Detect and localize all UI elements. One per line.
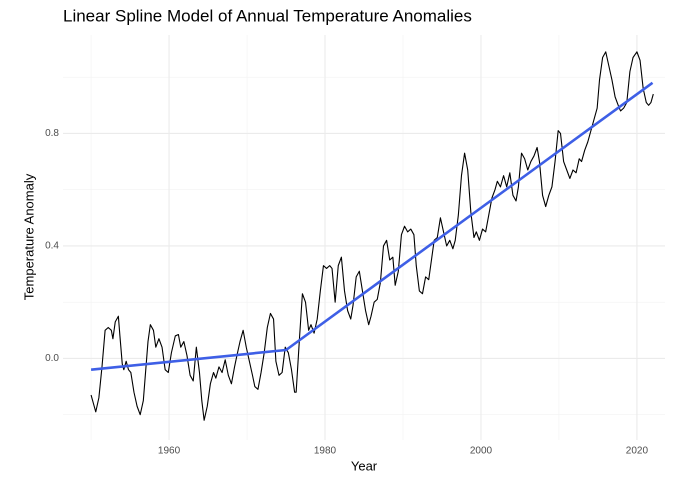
line bbox=[90, 51, 654, 421]
x-axis-title: Year bbox=[351, 458, 378, 473]
y-axis-title: Temperature Anomaly bbox=[21, 173, 36, 300]
x-tick-label: 1980 bbox=[314, 446, 337, 457]
x-tick-label: 2020 bbox=[626, 446, 649, 457]
y-tick-label: 0.8 bbox=[45, 128, 59, 139]
y-tick-label: 0.4 bbox=[45, 241, 59, 252]
x-tick-label: 1960 bbox=[158, 446, 181, 457]
y-tick-label: 0.0 bbox=[45, 353, 59, 364]
line bbox=[90, 81, 654, 371]
x-tick-label: 2000 bbox=[470, 446, 493, 457]
chart-title: Linear Spline Model of Annual Temperatur… bbox=[63, 6, 472, 25]
